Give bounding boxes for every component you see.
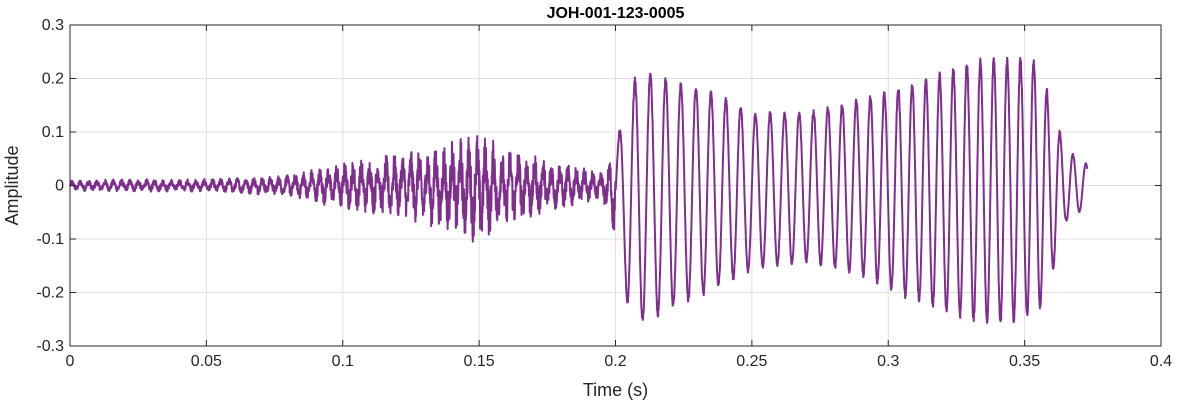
series-line	[69, 56, 1089, 324]
x-tick-label: 0.4	[1150, 353, 1172, 370]
x-tick-label: 0	[66, 353, 75, 370]
x-tick-label: 0.15	[464, 353, 495, 370]
x-tick-label: 0.25	[736, 353, 767, 370]
y-tick-label: 0.3	[42, 17, 64, 34]
y-axis-label: Amplitude	[2, 145, 22, 225]
x-tick-label: 0.2	[604, 353, 626, 370]
signal-trace	[69, 56, 1089, 324]
y-tick-labels: -0.3 -0.2 -0.1 0 0.1 0.2 0.3	[36, 17, 64, 355]
y-tick-label: 0.1	[42, 124, 64, 141]
x-tick-label: 0.35	[1009, 353, 1040, 370]
x-tick-label: 0.3	[877, 353, 899, 370]
x-tick-labels: 0 0.05 0.1 0.15 0.2 0.25 0.3 0.35 0.4	[66, 353, 1173, 370]
y-tick-label: -0.1	[36, 231, 64, 248]
x-tick-label: 0.05	[191, 353, 222, 370]
chart-title: JOH-001-123-0005	[547, 5, 685, 22]
y-tick-label: -0.3	[36, 338, 64, 355]
x-axis-label: Time (s)	[583, 380, 648, 400]
tick-marks	[69, 24, 1162, 347]
y-tick-label: 0	[55, 178, 64, 195]
x-tick-label: 0.1	[332, 353, 354, 370]
y-tick-label: 0.2	[42, 71, 64, 88]
y-tick-label: -0.2	[36, 285, 64, 302]
